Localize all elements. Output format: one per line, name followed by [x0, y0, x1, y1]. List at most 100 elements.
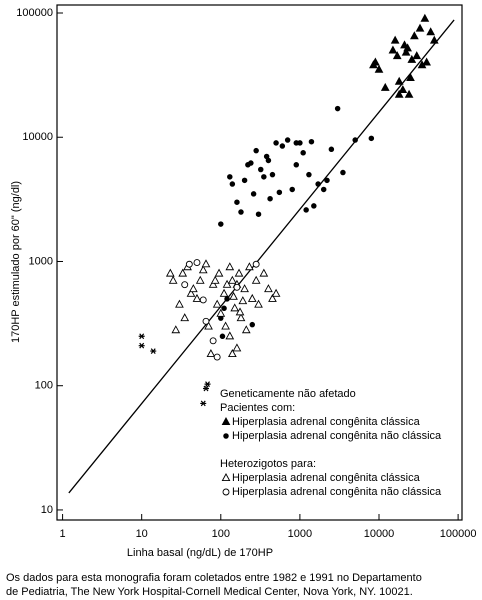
point [429, 35, 439, 44]
point [138, 342, 145, 349]
legend-marker [221, 417, 231, 426]
point [240, 284, 249, 293]
point [293, 162, 300, 168]
point [180, 313, 190, 322]
legend-marker [221, 473, 231, 482]
point [181, 281, 189, 289]
y-tick-label: 10000 [22, 131, 53, 143]
point [259, 268, 269, 277]
point [219, 333, 226, 340]
x-tick-label: 100 [212, 528, 230, 540]
point [403, 43, 412, 52]
point [208, 279, 218, 288]
point [227, 174, 233, 180]
point [209, 337, 217, 345]
point [404, 89, 414, 98]
point [265, 157, 272, 164]
point [415, 23, 425, 32]
point [328, 146, 335, 153]
x-axis-label: Linha basal (ng/dL) de 170HP [127, 547, 273, 559]
point [227, 275, 237, 284]
point [334, 105, 341, 112]
point [268, 293, 277, 302]
point [171, 325, 181, 334]
point [249, 321, 256, 328]
point [234, 268, 244, 277]
point [212, 299, 222, 308]
point [401, 47, 411, 56]
point [293, 140, 300, 146]
y-axis-label: 170HP estimulado por 60" (ng/dl) [10, 181, 22, 343]
point [368, 135, 375, 142]
point [178, 268, 188, 277]
point [410, 31, 419, 40]
point [216, 308, 226, 317]
plot-frame [56, 4, 463, 521]
point [422, 57, 431, 66]
x-tick-label: 100000 [440, 528, 477, 540]
point [371, 57, 380, 66]
legend-label: Geneticamente não afetado [220, 388, 356, 400]
point [200, 400, 207, 407]
point [230, 303, 240, 312]
point [201, 259, 211, 268]
point [380, 82, 390, 91]
legend-marker [223, 433, 229, 439]
point [250, 191, 257, 197]
point [258, 166, 264, 173]
point [394, 76, 404, 85]
x-tick-label: 10 [136, 528, 148, 540]
point [229, 181, 236, 187]
point [202, 317, 210, 325]
point [238, 296, 248, 305]
point [213, 353, 221, 361]
point [420, 13, 430, 22]
point [269, 171, 276, 178]
point [227, 349, 237, 358]
y-tick-label: 1000 [29, 255, 53, 267]
point [204, 381, 211, 387]
point [185, 260, 193, 268]
point [193, 259, 201, 267]
point [320, 186, 327, 193]
y-tick-label: 10 [41, 504, 53, 516]
point [276, 189, 283, 196]
legend-label: Hiperplasia adrenal congênita não clássi… [232, 430, 442, 442]
point [195, 275, 205, 284]
point [189, 284, 198, 293]
point [186, 288, 196, 297]
point [199, 296, 207, 304]
point [255, 211, 262, 217]
point [390, 35, 400, 44]
point [392, 51, 402, 60]
point [308, 138, 315, 145]
point [426, 27, 436, 36]
point [198, 265, 208, 274]
point [289, 186, 295, 193]
y-tick-label: 100000 [16, 7, 53, 19]
point [206, 349, 216, 358]
x-tick-label: 10000 [364, 528, 395, 540]
point [204, 321, 213, 330]
point [311, 203, 317, 209]
point [175, 299, 184, 308]
fit-line [68, 19, 455, 494]
point [252, 260, 260, 268]
point [406, 73, 415, 82]
point [412, 51, 422, 60]
x-tick-label: 1 [60, 528, 66, 540]
point [222, 279, 232, 288]
y-tick-label: 100 [35, 380, 53, 392]
point [394, 89, 404, 98]
legend-marker [222, 488, 230, 496]
legend-heading: Pacientes com: [220, 402, 295, 414]
point [254, 299, 263, 308]
point [398, 85, 408, 94]
point [267, 195, 273, 202]
point [138, 333, 145, 340]
point [245, 262, 254, 271]
point [232, 343, 242, 352]
point [233, 283, 241, 291]
point [264, 284, 273, 293]
